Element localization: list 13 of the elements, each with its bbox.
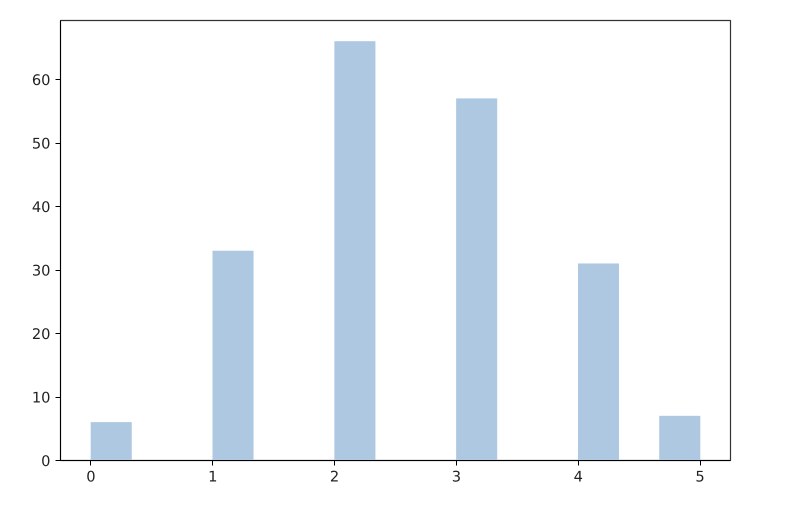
y-tick-label: 10 bbox=[32, 390, 51, 407]
x-tick-label: 5 bbox=[695, 468, 705, 486]
x-tick-label: 1 bbox=[208, 468, 218, 486]
y-tick-label: 30 bbox=[32, 262, 51, 280]
x-tick-label: 2 bbox=[330, 468, 340, 486]
y-tick-label: 0 bbox=[41, 453, 51, 470]
y-tick-label: 50 bbox=[32, 136, 51, 153]
x-tick-label: 0 bbox=[86, 468, 96, 486]
x-tick-label: 4 bbox=[574, 468, 583, 486]
y-tick-label: 40 bbox=[32, 199, 51, 216]
y-tick-label: 20 bbox=[32, 326, 51, 344]
x-tick-label: 3 bbox=[452, 468, 462, 486]
y-tick-label: 60 bbox=[32, 72, 51, 90]
